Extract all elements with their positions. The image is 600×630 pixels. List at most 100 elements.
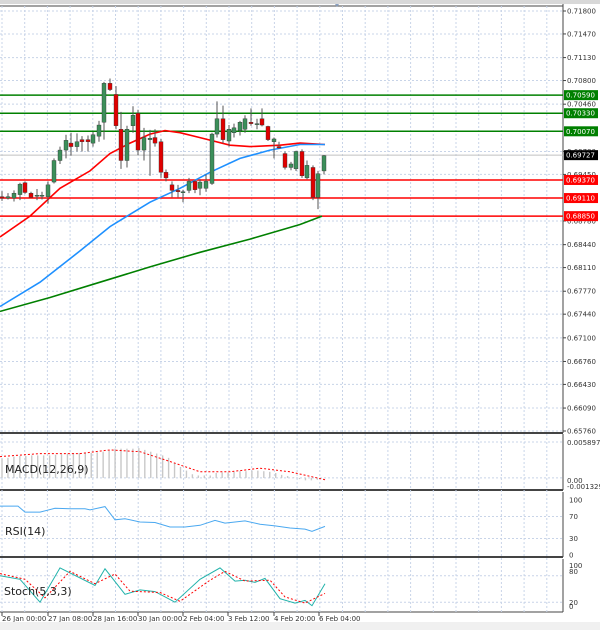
price-axis-label: 0.66090 xyxy=(567,405,596,413)
candle[interactable] xyxy=(248,108,254,126)
candle[interactable] xyxy=(231,123,237,138)
macd-axis-label: -0.001329 xyxy=(567,483,600,491)
candle[interactable] xyxy=(96,120,102,142)
price-axis-label: 0.71800 xyxy=(567,8,596,16)
candle[interactable] xyxy=(101,81,107,140)
candle[interactable] xyxy=(17,182,23,201)
candle[interactable] xyxy=(271,137,277,159)
candle-body xyxy=(101,83,107,123)
candle[interactable] xyxy=(152,129,158,147)
candle[interactable] xyxy=(310,165,316,201)
candle[interactable] xyxy=(214,101,220,138)
candle-body xyxy=(118,129,124,161)
candle[interactable] xyxy=(85,135,91,152)
time-axis-label: 30 Jan 00:00 xyxy=(138,615,182,623)
candle-body xyxy=(45,184,51,197)
candle[interactable] xyxy=(158,138,164,178)
candle[interactable] xyxy=(186,177,192,194)
candle[interactable] xyxy=(57,146,63,164)
candle-body xyxy=(209,133,215,184)
candle[interactable] xyxy=(265,125,271,142)
candle-body xyxy=(152,137,158,144)
candle[interactable] xyxy=(254,118,260,130)
top-bar xyxy=(0,0,600,4)
price-axis-label: 0.70460 xyxy=(567,101,596,109)
candle[interactable] xyxy=(220,105,226,144)
price-axis-label: 0.70800 xyxy=(567,77,596,85)
time-axis-label: 6 Feb 04:00 xyxy=(319,615,360,623)
support-level-tag-label: 0.69370 xyxy=(566,176,595,184)
time-axis-label: 3 Feb 12:00 xyxy=(228,615,269,623)
candle[interactable] xyxy=(22,181,28,194)
candle[interactable] xyxy=(299,149,305,178)
candle[interactable] xyxy=(175,184,181,198)
candle-body xyxy=(226,129,232,142)
price-axis-label: 0.71470 xyxy=(567,30,596,38)
candle[interactable] xyxy=(321,154,327,175)
candle[interactable] xyxy=(28,191,34,199)
candle[interactable] xyxy=(135,109,141,155)
candle[interactable] xyxy=(226,125,232,147)
candle[interactable] xyxy=(113,86,119,130)
resistance-level-tag xyxy=(564,108,598,119)
candle[interactable] xyxy=(276,141,282,149)
candle-body xyxy=(158,141,164,173)
candle[interactable] xyxy=(0,191,5,201)
candle[interactable] xyxy=(118,111,124,169)
candle-body xyxy=(265,126,271,140)
candle[interactable] xyxy=(63,134,69,159)
candle-body xyxy=(271,138,277,142)
candle[interactable] xyxy=(107,78,113,91)
candle[interactable] xyxy=(51,158,57,184)
candle[interactable] xyxy=(288,161,294,171)
candle[interactable] xyxy=(39,191,45,200)
candle-body xyxy=(220,118,226,140)
candle[interactable] xyxy=(45,181,51,204)
candle[interactable] xyxy=(74,133,80,152)
candle[interactable] xyxy=(203,174,209,192)
candle[interactable] xyxy=(90,131,96,147)
candle[interactable] xyxy=(11,190,17,202)
candle[interactable] xyxy=(5,193,11,200)
price-axis-label: 0.66760 xyxy=(567,358,596,366)
candle-body xyxy=(28,192,34,198)
time-axis-label: 27 Jan 08:00 xyxy=(48,615,92,623)
candle[interactable] xyxy=(282,151,288,170)
rsi-line xyxy=(0,505,326,532)
candle-body xyxy=(107,83,113,90)
candle-body xyxy=(293,151,299,170)
stoch-axis-label: 100 xyxy=(569,562,582,570)
candle[interactable] xyxy=(180,189,186,203)
candle[interactable] xyxy=(163,169,169,182)
candle[interactable] xyxy=(169,181,175,198)
candle[interactable] xyxy=(79,136,85,152)
candle-body xyxy=(130,115,136,126)
candle[interactable] xyxy=(130,106,136,133)
shift-marker-icon[interactable] xyxy=(335,4,339,7)
candles xyxy=(0,78,327,210)
candle[interactable] xyxy=(242,115,248,133)
candle-body xyxy=(254,123,260,125)
candle[interactable] xyxy=(68,132,74,156)
candle-body xyxy=(242,118,248,130)
candle-body xyxy=(22,182,28,193)
candle[interactable] xyxy=(124,125,130,168)
resistance-level-tag-label: 0.70330 xyxy=(566,110,595,118)
time-axis-label: 28 Jan 16:00 xyxy=(93,615,137,623)
candle-body xyxy=(276,146,282,149)
price-axis-label: 0.65760 xyxy=(567,428,596,436)
candle[interactable] xyxy=(259,108,265,127)
moving-average-line xyxy=(0,143,325,308)
candle[interactable] xyxy=(315,170,321,210)
candle[interactable] xyxy=(192,179,198,194)
candle[interactable] xyxy=(197,179,203,196)
candle[interactable] xyxy=(209,132,215,185)
candle[interactable] xyxy=(293,150,299,171)
candle[interactable] xyxy=(237,120,243,136)
candle[interactable] xyxy=(147,129,153,176)
candle[interactable] xyxy=(34,189,40,201)
candle[interactable] xyxy=(304,160,310,180)
candle-body xyxy=(282,153,288,168)
candle[interactable] xyxy=(141,127,147,161)
